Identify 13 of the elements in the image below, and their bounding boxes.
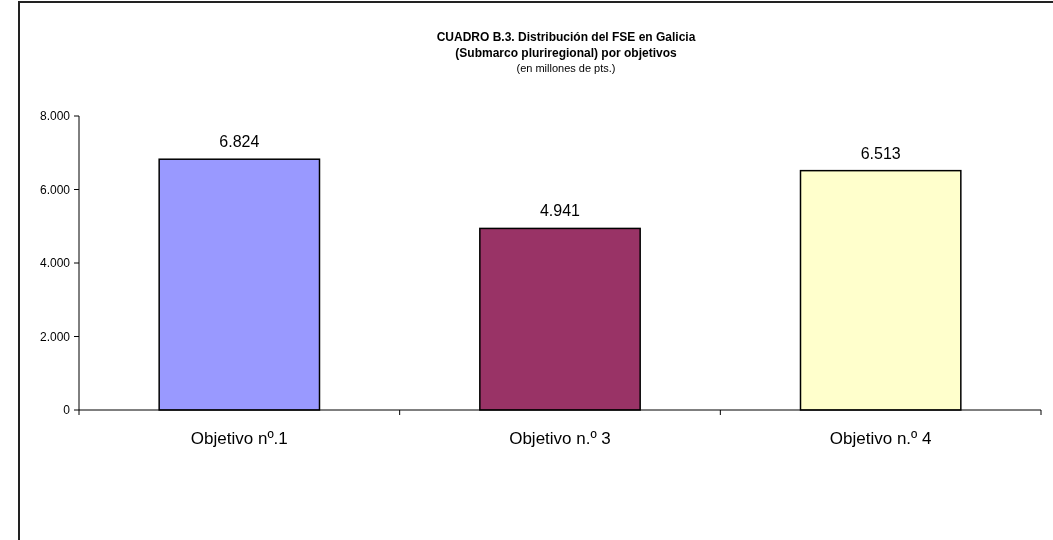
data-label: 4.941 bbox=[539, 202, 581, 220]
chart-subtitle: (en millones de pts.) bbox=[516, 62, 616, 74]
chart-title: CUADRO B.3. Distribución del FSE en Galicia (Submarco pluriregional) por objetivos bbox=[436, 30, 696, 60]
x-tick-label: Objetivo n.º 3 bbox=[509, 429, 611, 448]
y-tick-label: 4.000 bbox=[39, 256, 71, 270]
data-label: 6.824 bbox=[219, 133, 260, 151]
y-tick-label: 2.000 bbox=[39, 329, 71, 344]
data-label: 6.513 bbox=[860, 144, 901, 162]
y-tick-label: 8.000 bbox=[39, 109, 71, 123]
x-tick-label: Objetivo n.º 4 bbox=[829, 429, 932, 448]
y-tick-label: 6.000 bbox=[39, 182, 71, 197]
y-tick-label: 0 bbox=[63, 403, 71, 417]
x-tick-label: Objetivo nº.1 bbox=[190, 429, 288, 448]
